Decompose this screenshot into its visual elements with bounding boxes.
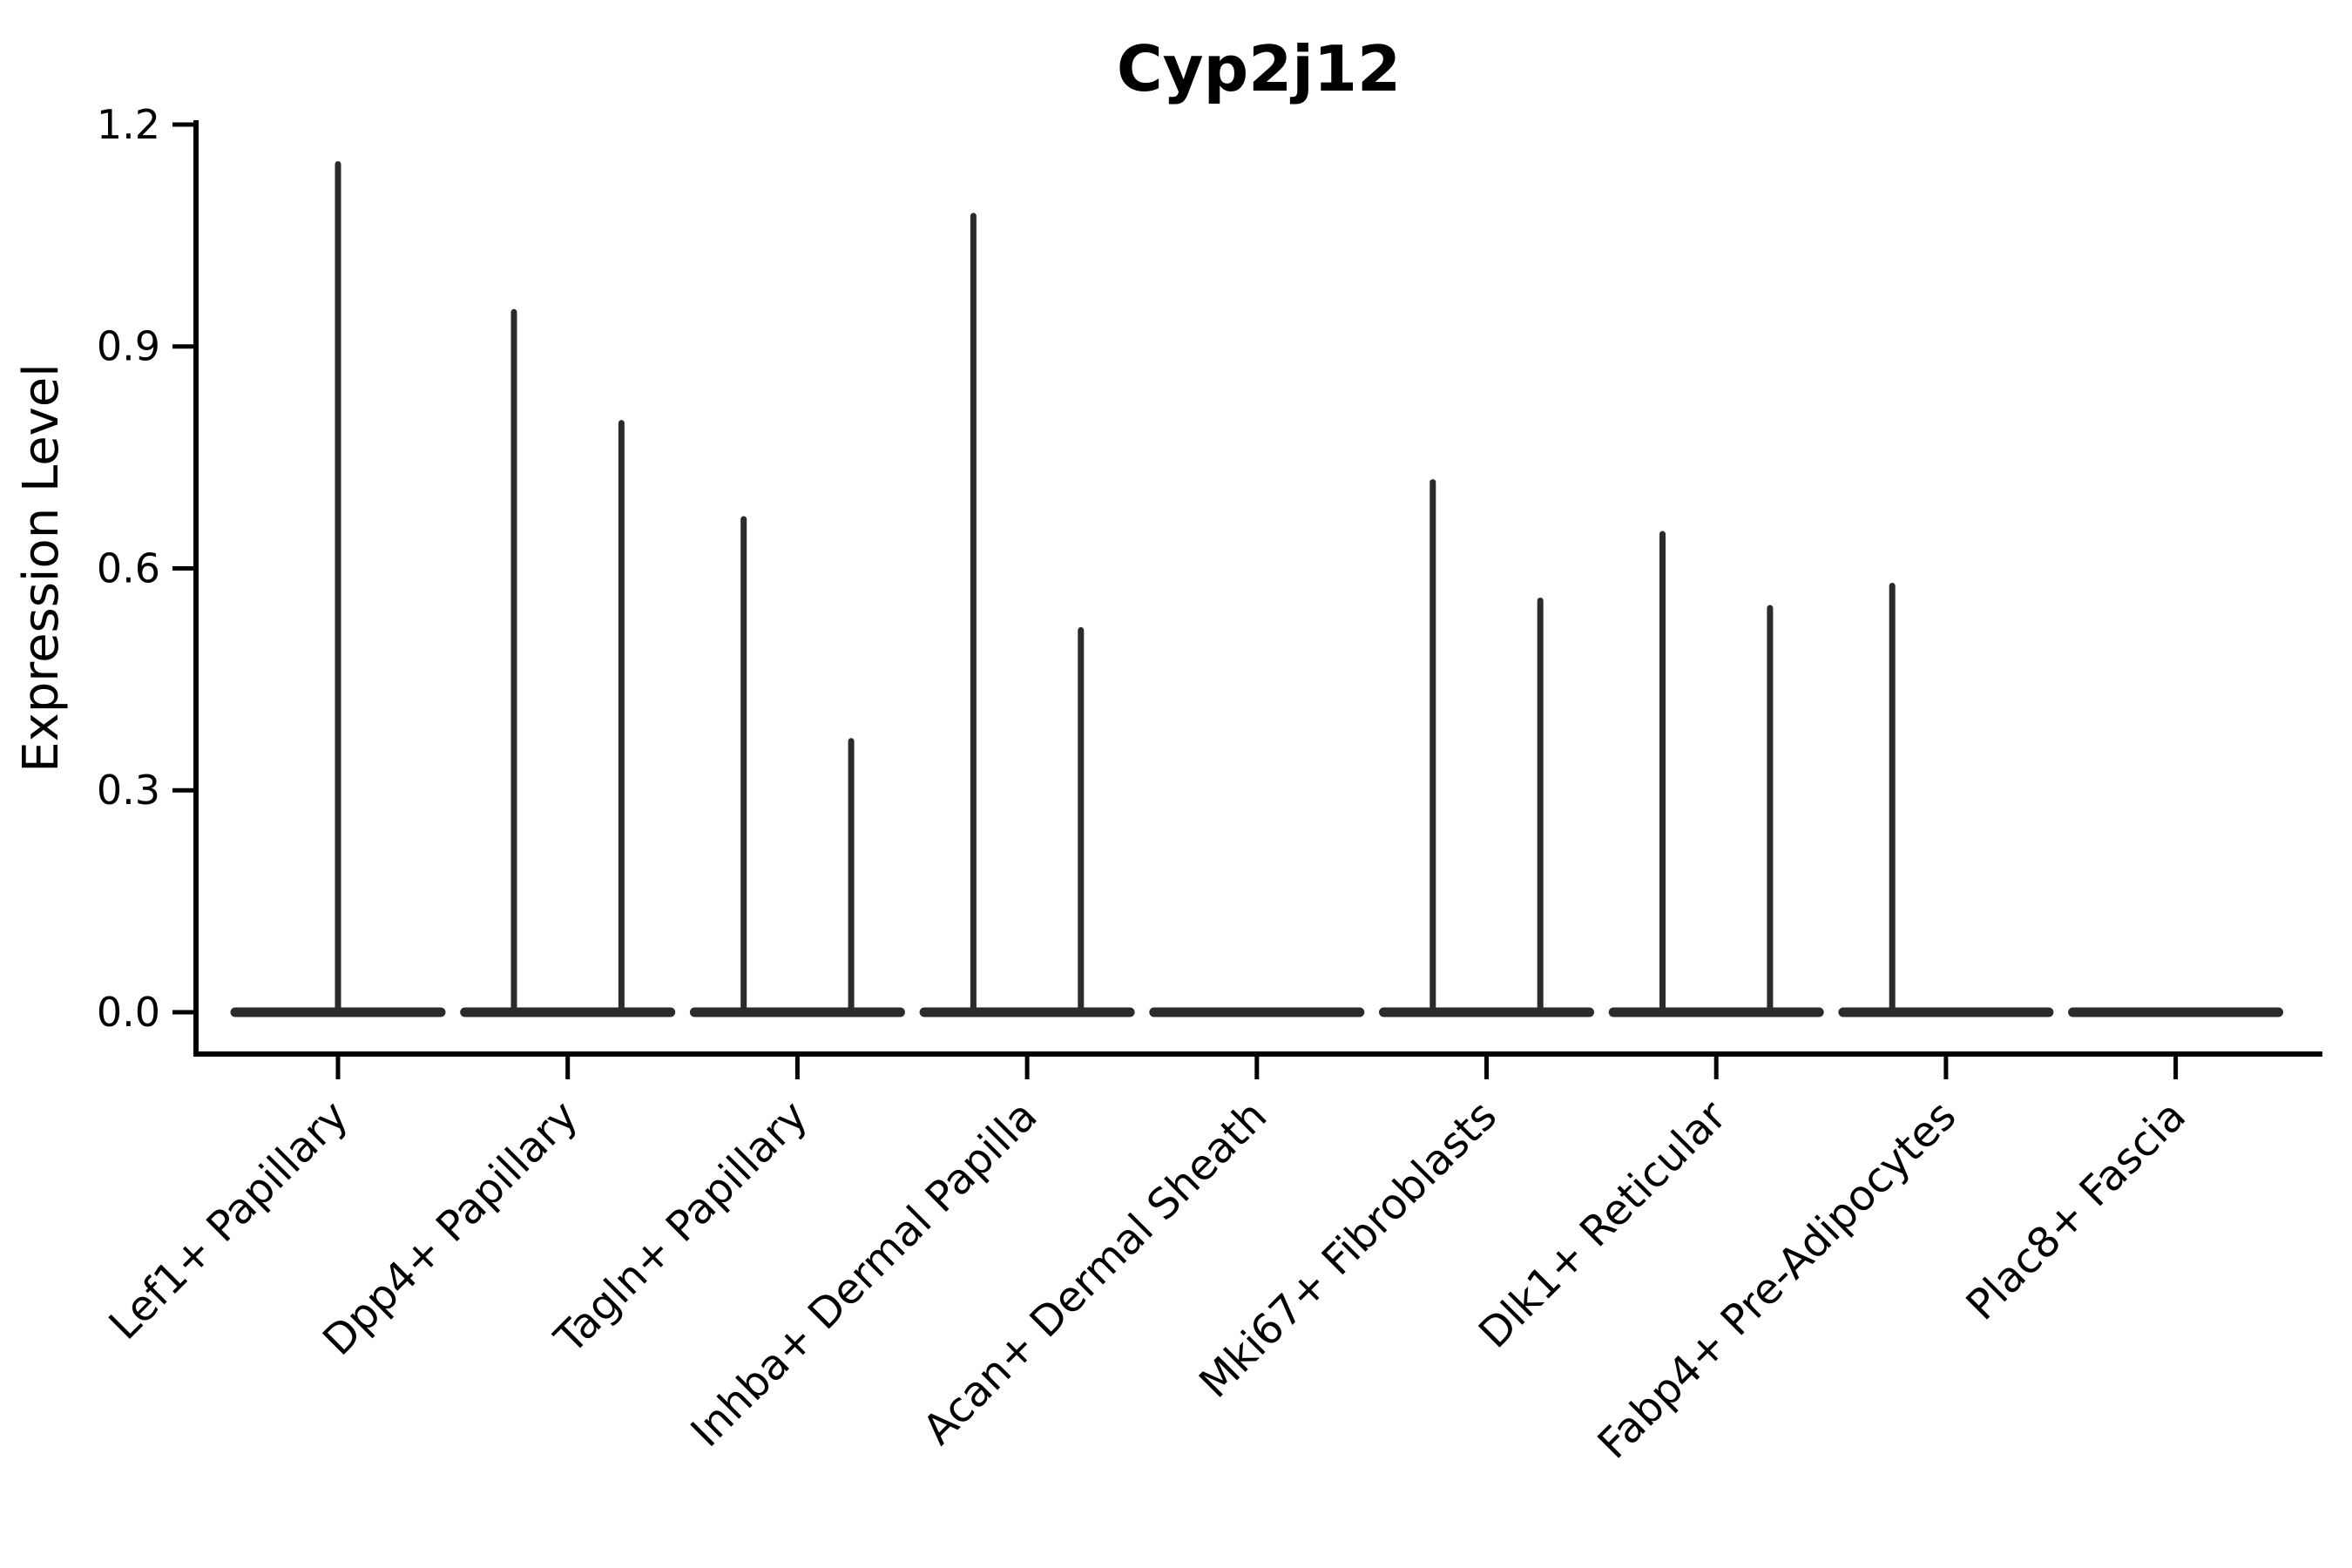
x-tick-label: Dlk1+ Reticular xyxy=(1470,1092,1736,1358)
y-tick-label: 0.0 xyxy=(97,989,160,1036)
violins-layer xyxy=(230,160,2284,1017)
x-tick-label: Dpp4+ Papillary xyxy=(314,1092,587,1365)
x-tick-label: Lef1+ Papillary xyxy=(100,1092,358,1349)
x-tick-label: Tagln+ Papillary xyxy=(545,1092,817,1363)
chart-title: Cyp2j12 xyxy=(1117,32,1401,105)
y-tick-label: 1.2 xyxy=(97,101,160,148)
y-tick-label: 0.6 xyxy=(97,544,160,591)
y-axis-label: Expression Level xyxy=(13,363,70,773)
y-tick-label: 0.9 xyxy=(97,323,160,370)
y-tick-label: 0.3 xyxy=(97,767,160,814)
x-tick-label: Plac8+ Fascia xyxy=(1957,1092,2196,1330)
